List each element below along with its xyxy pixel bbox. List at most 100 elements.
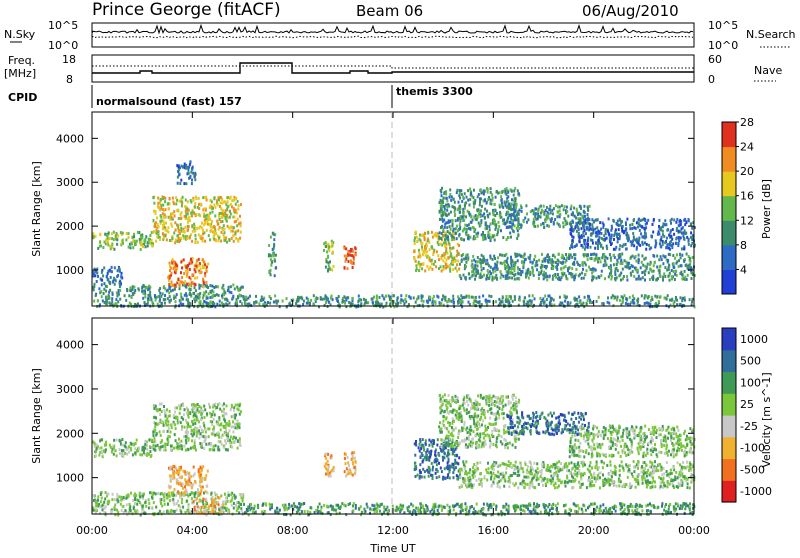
echo-cell — [190, 484, 192, 487]
echo-cell — [480, 224, 482, 227]
echo-cell — [503, 261, 505, 264]
echo-cell — [570, 232, 572, 235]
echo-cell — [540, 266, 542, 269]
echo-cell — [273, 247, 275, 250]
echo-cell — [181, 498, 183, 501]
echo-cell — [428, 241, 430, 244]
echo-cell — [555, 261, 557, 264]
echo-cell — [325, 241, 327, 244]
echo-cell — [119, 298, 121, 301]
echo-cell — [217, 223, 219, 226]
echo-cell — [95, 294, 97, 297]
echo-cell — [579, 240, 581, 243]
echo-cell — [544, 265, 546, 268]
echo-cell — [206, 485, 208, 488]
echo-cell — [177, 422, 179, 425]
echo-cell — [225, 237, 227, 240]
echo-cell — [455, 232, 457, 235]
echo-cell — [379, 296, 381, 299]
echo-cell — [203, 440, 205, 443]
echo-cell — [195, 289, 197, 292]
echo-cell — [169, 466, 171, 469]
echo-cell — [182, 487, 184, 490]
echo-cell — [218, 436, 220, 439]
echo-cell — [676, 227, 678, 230]
echo-cell — [212, 285, 214, 288]
echo-cell — [507, 191, 509, 194]
echo-cell — [233, 199, 235, 202]
echo-cell — [570, 205, 572, 208]
echo-cell — [610, 259, 612, 262]
echo-cell — [633, 238, 635, 241]
echo-cell — [571, 245, 573, 248]
echo-cell — [408, 295, 410, 298]
echo-cell — [574, 215, 576, 218]
echo-cell — [191, 497, 193, 500]
echo-cell — [586, 218, 588, 221]
echo-cell — [681, 278, 683, 281]
echo-cell — [619, 235, 621, 238]
echo-cell — [181, 281, 183, 284]
echo-cell — [524, 217, 526, 220]
echo-cell — [176, 502, 178, 505]
echo-cell — [240, 287, 242, 290]
echo-cell — [172, 197, 174, 200]
echo-cell — [162, 208, 164, 211]
echo-cell — [523, 263, 525, 266]
echo-cell — [574, 275, 576, 278]
echo-cell — [229, 197, 231, 200]
echo-cell — [198, 207, 200, 210]
echo-cell — [458, 268, 460, 271]
echo-cell — [555, 204, 557, 207]
echo-cell — [125, 238, 127, 241]
echo-cell — [501, 262, 503, 265]
echo-cell — [245, 302, 247, 305]
echo-cell — [464, 267, 466, 270]
echo-cell — [501, 198, 503, 201]
echo-cell — [611, 227, 613, 230]
echo-cell — [483, 267, 485, 270]
echo-cell — [630, 240, 632, 243]
echo-cell — [223, 426, 225, 429]
echo-cell — [200, 412, 202, 415]
echo-cell — [215, 239, 217, 242]
echo-cell — [683, 260, 685, 263]
echo-cell — [642, 218, 644, 221]
echo-cell — [174, 284, 176, 287]
echo-cell — [468, 212, 470, 215]
echo-cell — [595, 235, 597, 238]
echo-cell — [115, 234, 117, 237]
echo-cell — [137, 511, 139, 514]
echo-cell — [200, 267, 202, 270]
echo-cell — [176, 406, 178, 409]
echo-cell — [320, 296, 322, 299]
echo-cell — [635, 239, 637, 242]
echo-cell — [690, 266, 692, 269]
echo-cell — [545, 257, 547, 260]
freq-panel — [92, 55, 694, 82]
echo-cell — [224, 419, 226, 422]
echo-cell — [666, 298, 668, 301]
echo-cell — [204, 292, 206, 295]
echo-cell — [198, 197, 200, 200]
echo-cell — [227, 432, 229, 435]
echo-cell — [326, 299, 328, 302]
echo-cell — [462, 212, 464, 215]
echo-cell — [136, 240, 138, 243]
echo-cell — [673, 219, 675, 222]
echo-cell — [163, 510, 165, 513]
echo-cell — [669, 279, 671, 282]
echo-cell — [505, 213, 507, 216]
echo-cell — [172, 237, 174, 240]
echo-cell — [159, 430, 161, 433]
echo-cell — [218, 416, 220, 419]
echo-cell — [218, 215, 220, 218]
echo-cell — [602, 238, 604, 241]
echo-cell — [194, 495, 196, 498]
echo-cell — [646, 301, 648, 304]
echo-cell — [106, 234, 108, 237]
echo-cell — [506, 266, 508, 269]
echo-cell — [640, 278, 642, 281]
echo-cell — [238, 204, 240, 207]
echo-cell — [669, 299, 671, 302]
